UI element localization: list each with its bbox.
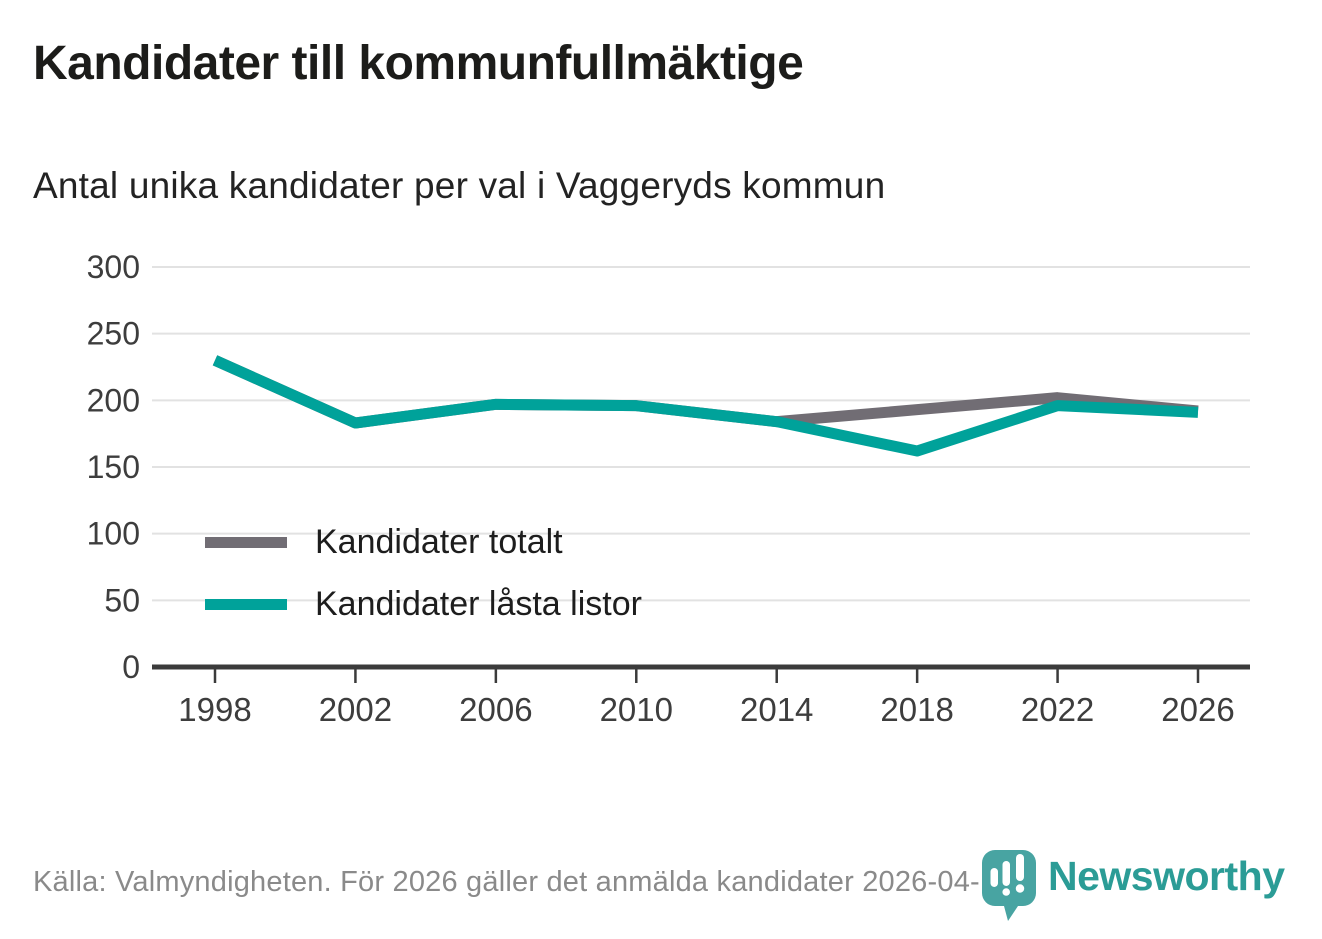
x-axis-tick-label: 1998 <box>178 691 251 728</box>
chart-legend: Kandidater totalt Kandidater låsta listo… <box>205 522 642 646</box>
x-axis-tick-label: 2006 <box>459 691 532 728</box>
x-axis-tick-label: 2026 <box>1161 691 1234 728</box>
newsworthy-wordmark: Newsworthy <box>1048 853 1285 899</box>
y-axis-tick-label: 0 <box>122 649 140 685</box>
chart-title: Kandidater till kommunfullmäktige <box>33 37 804 90</box>
x-axis-tick-label: 2022 <box>1021 691 1094 728</box>
legend-swatch-totalt <box>205 536 287 548</box>
legend-label-lasta-listor: Kandidater låsta listor <box>315 584 642 623</box>
x-axis-tick-label: 2010 <box>600 691 673 728</box>
legend-swatch-lasta-listor <box>205 598 287 610</box>
newsworthy-brand: Newsworthy <box>978 845 1285 923</box>
x-axis-tick-label: 2002 <box>319 691 392 728</box>
legend-label-totalt: Kandidater totalt <box>315 522 563 561</box>
chart-subtitle: Antal unika kandidater per val i Vaggery… <box>33 165 886 206</box>
y-axis-tick-label: 150 <box>87 449 140 485</box>
x-axis-tick-label: 2014 <box>740 691 813 728</box>
source-note: Källa: Valmyndigheten. För 2026 gäller d… <box>33 866 1021 898</box>
legend-item-kandidater-lasta-listor: Kandidater låsta listor <box>205 584 642 624</box>
x-axis-tick-label: 2018 <box>880 691 953 728</box>
legend-item-kandidater-totalt: Kandidater totalt <box>205 522 642 562</box>
y-axis-tick-label: 250 <box>87 316 140 352</box>
y-axis-tick-label: 50 <box>104 582 140 618</box>
y-axis-tick-label: 100 <box>87 516 140 552</box>
line-chart-plot-area: 0 50 100 150 200 250 300 1998 2002 2006 2010 2014 20… <box>87 249 1250 728</box>
series-line-kandidater-l-sta-listor <box>212 355 1199 457</box>
newsworthy-logo-icon <box>982 850 1036 921</box>
y-axis-tick-label: 300 <box>87 249 140 285</box>
y-axis-tick-label: 200 <box>87 382 140 418</box>
